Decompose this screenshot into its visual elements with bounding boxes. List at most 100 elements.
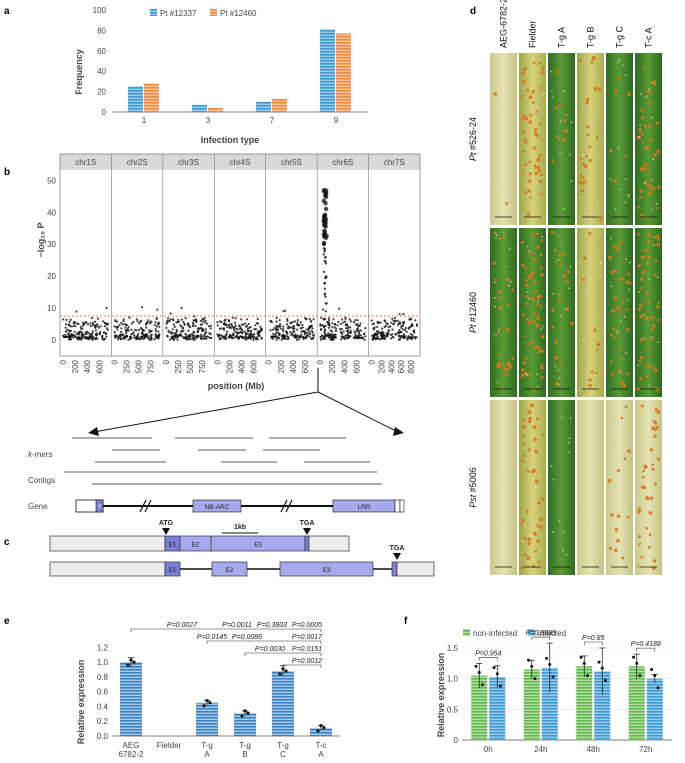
b-point [149,334,152,337]
b-peak-point [323,317,327,321]
b-point [353,330,356,333]
panel-label-b: b [4,167,10,178]
f-bar-infected-0h [489,676,506,740]
d-leaf-r1-c2 [548,228,575,397]
panel-label-a: a [4,6,10,17]
b-point [101,334,104,337]
b-point [301,323,304,326]
b-xtick-chr7S-600: 600 [397,359,406,373]
b-peak-point [322,216,327,221]
b-point [146,336,149,339]
b-point [158,325,161,328]
arrowhead-right [393,427,404,436]
e-pvalue-3-0: P=0.0012 [292,658,322,665]
atg-label: ATG [159,520,174,527]
b-point [245,324,249,327]
b-point [130,328,133,331]
b-point [176,321,179,324]
b-point [340,338,343,341]
b-point [70,333,73,336]
panel-a-infection-type-chart: Frequency Infection type Pt #12337 Pt #1… [74,6,368,145]
b-point [256,336,259,339]
b-point [385,322,388,325]
b-point [378,332,382,335]
b-frame-border [59,153,421,357]
b-point [257,332,260,335]
b-point [139,319,143,322]
panel-d-leaf-phenotypes: AEG-6782-2 Fielder T-g A T-g B T-g C T-c A Pt… [468,0,662,575]
b-point [96,337,99,340]
zoom-arrow-left [93,391,319,433]
b-point [275,324,278,327]
d-leaf-r0-c4 [606,53,633,225]
b-point [349,329,352,332]
b-point [334,329,337,333]
b-peak-point [322,253,325,256]
b-point [166,319,169,322]
b-point [77,337,80,340]
f-datapoint [480,683,484,687]
b-point [113,331,116,334]
b-point [397,332,400,335]
b-point [311,333,314,336]
b-point [243,330,246,333]
e-datapoint [278,672,282,676]
e-pvalue-2-0: P=0.0030 [255,646,285,653]
b-point [114,319,117,323]
b-point [327,323,330,326]
b-point [240,327,243,330]
b-point [122,318,125,321]
b-point [116,320,119,323]
b-point [105,335,108,338]
b-point [150,338,153,341]
b-ytick-1: 10 [47,304,56,313]
b-point [236,328,239,331]
b-point [285,330,288,333]
d-col-label-0: AEG-6782-2 [499,0,509,48]
b-point [257,322,260,325]
b-point [166,317,170,320]
b-point [288,326,291,330]
panel-f-ylabel: Relative expression [436,653,446,738]
b-xtick-chr6S-200: 200 [328,359,337,373]
f-datapoint [635,661,639,665]
f-datapoint [600,666,604,670]
e-pvalue-0-3: P=0.0005 [292,622,322,629]
b-point [130,322,133,325]
a-bar-12460-3 [208,107,223,112]
b-ytick-3: 30 [47,240,56,249]
b-point [91,330,94,333]
b-point [231,316,234,319]
b-point [173,325,176,328]
b-point [241,328,244,332]
b-point [202,335,205,338]
b-point [322,335,326,338]
b-point [103,325,106,328]
b-point [319,336,322,339]
b-point [192,323,195,326]
b-xtick-chr7S-0: 0 [368,359,377,364]
b-point [356,323,359,326]
b-point [327,326,330,329]
b-point [383,337,386,340]
b-point [301,326,304,329]
b-xtick-chr4S-600: 600 [250,359,259,373]
f-datapoint [474,664,478,668]
kmers-label: k-mers [28,450,52,459]
b-point [310,320,313,323]
b-xtick-chr2S-500: 500 [135,359,144,373]
b-point [401,328,404,331]
b-xtick-chr3S-750: 750 [198,359,207,373]
b-point [140,326,143,330]
e-pvalue-2-1: P=0.0151 [292,646,322,653]
b-point [322,308,325,311]
b-point [197,327,200,330]
b-point [408,318,411,321]
b-peak-point [324,310,328,313]
b-point [225,333,228,336]
e-pvalue-1-2: P=0.0017 [292,634,323,641]
b-point [99,325,102,328]
f-datapoint [495,672,499,676]
b-point [223,321,226,324]
e-xtick-5: T-c A [315,741,326,759]
